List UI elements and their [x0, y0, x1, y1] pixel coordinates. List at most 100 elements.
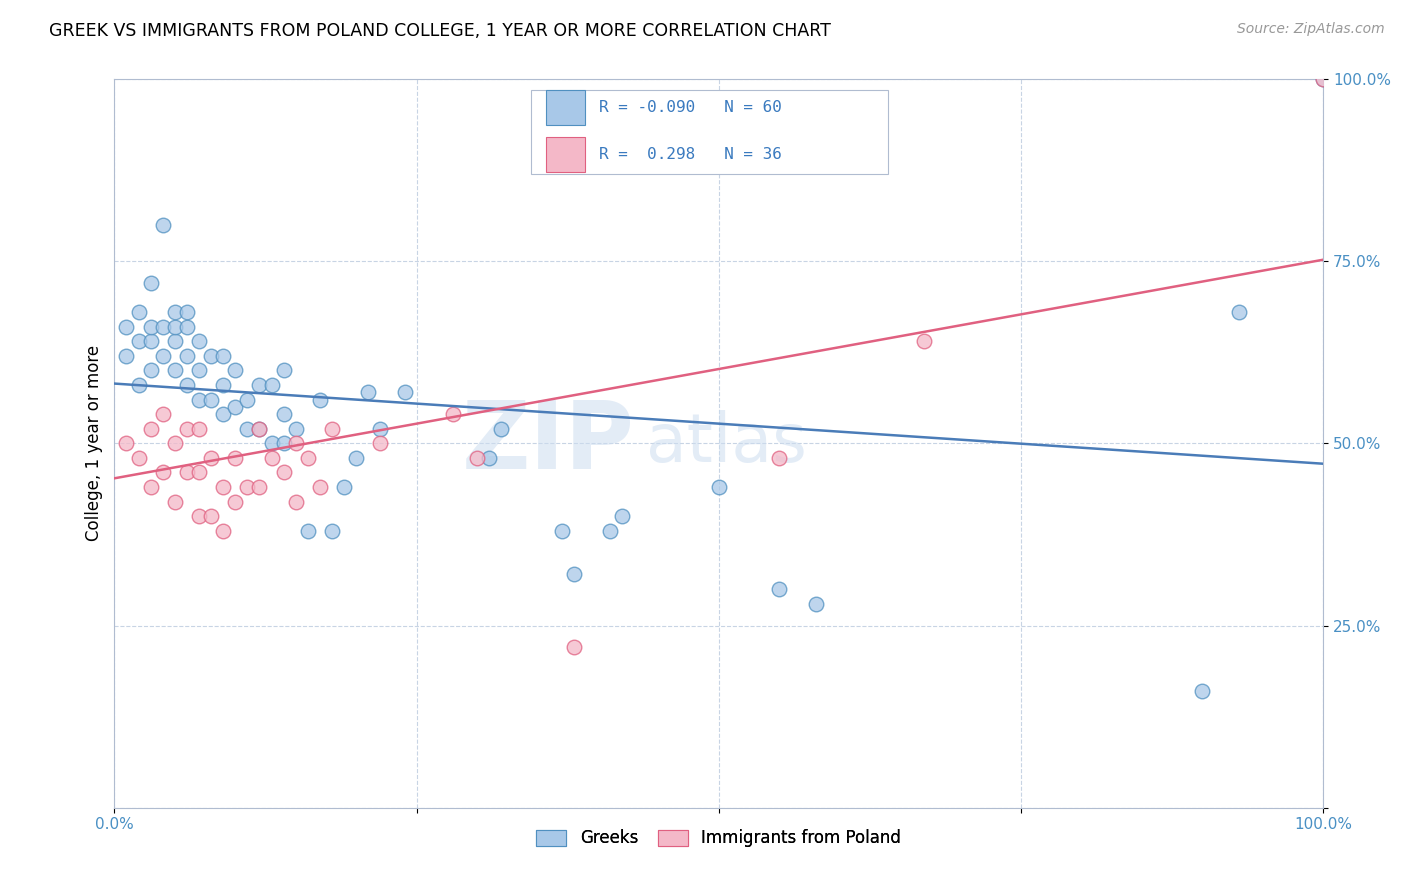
Point [1312, 72, 1334, 87]
Point [139, 422, 162, 436]
Point [562, 640, 585, 655]
Point [139, 276, 162, 290]
Text: R = -0.090   N = 60: R = -0.090 N = 60 [599, 100, 782, 115]
Point [804, 597, 827, 611]
FancyBboxPatch shape [531, 90, 889, 174]
Point [188, 509, 211, 524]
Point [163, 319, 186, 334]
Point [212, 378, 235, 392]
Point [152, 349, 174, 363]
Point [176, 466, 198, 480]
Point [188, 466, 211, 480]
Point [768, 582, 790, 596]
Point [309, 480, 332, 494]
Point [152, 407, 174, 421]
Point [562, 567, 585, 582]
Point [115, 436, 138, 450]
Point [249, 378, 271, 392]
Point [273, 436, 295, 450]
Point [163, 363, 186, 377]
Point [465, 450, 488, 465]
Point [152, 218, 174, 232]
Point [491, 422, 513, 436]
Point [707, 480, 730, 494]
Point [610, 509, 633, 524]
Point [200, 509, 222, 524]
Point [249, 422, 271, 436]
Text: R =  0.298   N = 36: R = 0.298 N = 36 [599, 147, 782, 162]
Point [249, 422, 271, 436]
FancyBboxPatch shape [546, 90, 585, 125]
Point [212, 349, 235, 363]
Point [200, 349, 222, 363]
Point [128, 378, 150, 392]
Point [224, 400, 246, 414]
Point [128, 334, 150, 349]
Point [284, 422, 307, 436]
Point [284, 494, 307, 508]
Point [394, 385, 416, 400]
Point [188, 392, 211, 407]
Point [370, 422, 392, 436]
Point [163, 305, 186, 319]
Point [176, 305, 198, 319]
Point [1312, 72, 1334, 87]
Point [321, 524, 343, 538]
Point [344, 450, 367, 465]
Point [260, 378, 283, 392]
Point [260, 450, 283, 465]
Point [176, 378, 198, 392]
Legend: Greeks, Immigrants from Poland: Greeks, Immigrants from Poland [530, 822, 908, 854]
Point [768, 450, 790, 465]
Point [163, 334, 186, 349]
Point [224, 363, 246, 377]
Point [550, 524, 572, 538]
Point [188, 363, 211, 377]
Point [212, 524, 235, 538]
Point [236, 392, 259, 407]
Point [224, 450, 246, 465]
Point [188, 334, 211, 349]
Point [176, 349, 198, 363]
Point [599, 524, 621, 538]
Point [309, 392, 332, 407]
Point [273, 407, 295, 421]
Point [152, 466, 174, 480]
Point [163, 494, 186, 508]
Point [260, 436, 283, 450]
Point [128, 450, 150, 465]
Point [1191, 684, 1213, 698]
Point [139, 480, 162, 494]
Point [1227, 305, 1250, 319]
Point [139, 319, 162, 334]
Point [128, 305, 150, 319]
Text: atlas: atlas [647, 410, 807, 476]
Point [200, 392, 222, 407]
Point [249, 480, 271, 494]
Point [176, 422, 198, 436]
Point [478, 450, 501, 465]
FancyBboxPatch shape [546, 137, 585, 172]
Text: ZIP: ZIP [461, 397, 634, 490]
Point [200, 450, 222, 465]
Point [297, 524, 319, 538]
Point [321, 422, 343, 436]
Point [273, 466, 295, 480]
Point [188, 422, 211, 436]
Text: Source: ZipAtlas.com: Source: ZipAtlas.com [1237, 22, 1385, 37]
Point [212, 480, 235, 494]
Point [284, 436, 307, 450]
Text: GREEK VS IMMIGRANTS FROM POLAND COLLEGE, 1 YEAR OR MORE CORRELATION CHART: GREEK VS IMMIGRANTS FROM POLAND COLLEGE,… [49, 22, 831, 40]
Point [115, 319, 138, 334]
Point [236, 480, 259, 494]
Point [115, 349, 138, 363]
Point [176, 319, 198, 334]
Point [912, 334, 935, 349]
Point [273, 363, 295, 377]
Point [139, 334, 162, 349]
Point [370, 436, 392, 450]
Y-axis label: College, 1 year or more: College, 1 year or more [86, 345, 103, 541]
Point [152, 319, 174, 334]
Point [297, 450, 319, 465]
Point [357, 385, 380, 400]
